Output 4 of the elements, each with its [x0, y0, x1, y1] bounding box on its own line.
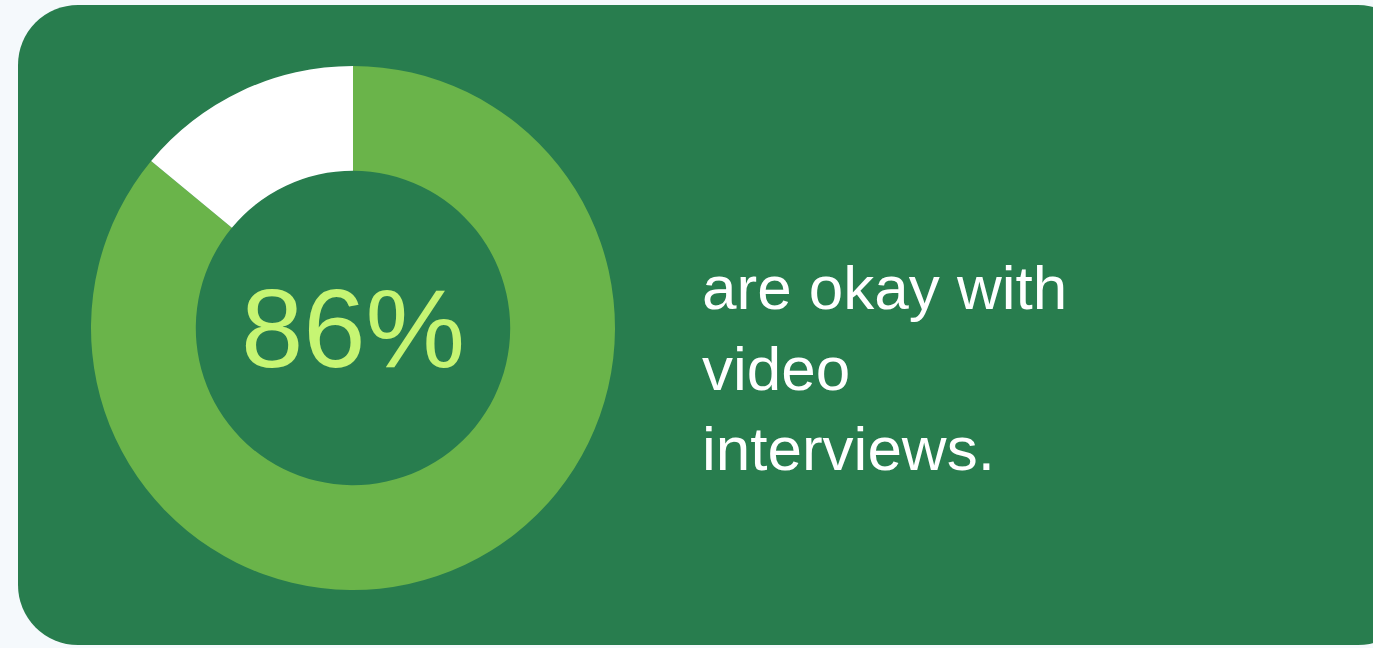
donut-slice — [151, 66, 353, 228]
text: are okay with video interviews. — [702, 253, 1068, 484]
donut-slice — [91, 66, 615, 590]
data-label: 86% — [241, 266, 466, 391]
